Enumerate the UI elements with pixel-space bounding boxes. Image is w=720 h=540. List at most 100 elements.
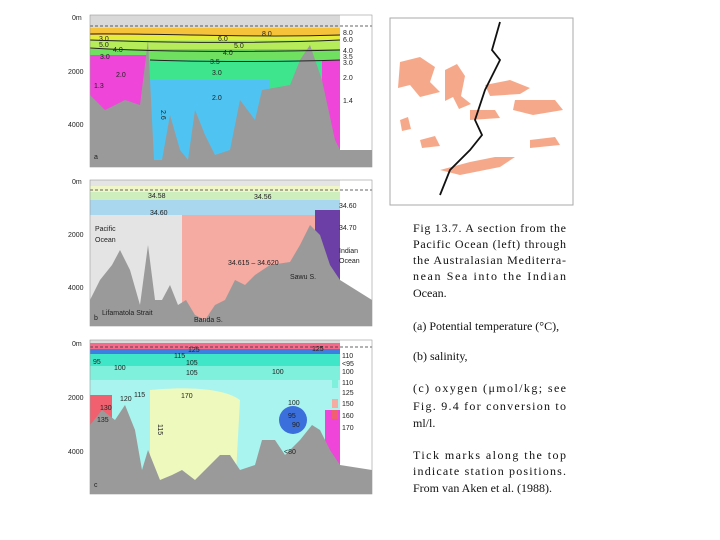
- band: [90, 349, 340, 354]
- contour-label: 120: [120, 396, 132, 403]
- right-label: 2.0: [343, 75, 353, 82]
- band: [90, 49, 340, 60]
- right-label: 125: [342, 390, 354, 397]
- depth-label: 4000: [68, 449, 84, 456]
- caption-line: Fig 13.7. A section from the: [413, 221, 566, 235]
- contour-label: 2.6: [159, 110, 166, 120]
- depth-label: 2000: [68, 395, 84, 402]
- caption-line: From van Aken et al. (1988).: [413, 481, 552, 495]
- band: [90, 343, 340, 349]
- island: [485, 80, 530, 96]
- swatch: [332, 410, 338, 419]
- contour-label: 6.0: [218, 36, 228, 43]
- place-label: Sawu S.: [290, 274, 316, 281]
- contour-label: 100: [272, 369, 284, 376]
- bathymetry: [90, 225, 372, 326]
- color-key: [332, 379, 338, 431]
- island: [445, 64, 471, 109]
- island: [420, 136, 440, 148]
- right-label: 3.0: [343, 60, 353, 67]
- panel-letter: c: [94, 482, 98, 489]
- contour-label: 130: [100, 405, 112, 412]
- depth-label: 0m: [72, 15, 82, 22]
- island: [530, 137, 560, 148]
- right-label: 170: [342, 425, 354, 432]
- right-label: 160: [342, 413, 354, 420]
- contour-label: 4.0: [113, 47, 123, 54]
- right-label: Indian: [339, 248, 358, 255]
- contour-label: 125: [312, 346, 324, 353]
- panel-a-labels: 0m 2000 4000 a 8.0 6.0 5.0 4.0 3.5 3.0 2…: [68, 15, 353, 161]
- contour-label: 34.58: [148, 193, 166, 200]
- island: [398, 57, 440, 97]
- place-label: Banda S.: [194, 317, 223, 324]
- caption-line: indicate station positions.: [413, 464, 566, 478]
- right-label: 8.0: [343, 30, 353, 37]
- island: [400, 117, 411, 131]
- place-label: Ocean: [95, 237, 116, 244]
- band: [279, 406, 307, 434]
- panel-letter: b: [94, 315, 98, 322]
- caption-line: (b) salinity,: [413, 349, 468, 363]
- contour-label: 5.0: [234, 43, 244, 50]
- depth-label: 0m: [72, 179, 82, 186]
- section-line: [439, 21, 502, 196]
- contour-label: 3.0: [212, 70, 222, 77]
- band: [90, 186, 340, 192]
- contour-label: 2.0: [116, 72, 126, 79]
- caption-line: Pacific Ocean (left) through: [413, 237, 566, 251]
- band: [90, 354, 340, 366]
- panel-border: [89, 179, 373, 327]
- contour-label: 100: [114, 365, 126, 372]
- right-label: 110: [342, 353, 353, 360]
- bathymetry: [90, 40, 372, 167]
- map: [389, 17, 574, 206]
- panel-border: [89, 339, 373, 495]
- swatch: [332, 389, 338, 398]
- panel-letter: a: [94, 154, 98, 161]
- contour-label: 105: [186, 360, 198, 367]
- island: [513, 100, 563, 115]
- contour-label: 90: [292, 422, 300, 429]
- caption-line: Tick marks along the top: [413, 448, 566, 462]
- band: [90, 35, 340, 40]
- right-label: 34.70: [339, 225, 357, 232]
- depth-label: 4000: [68, 122, 84, 129]
- panel-c: [90, 340, 372, 494]
- right-label: 4.0: [343, 48, 353, 55]
- island: [440, 157, 515, 175]
- contour-label: 3.0: [100, 54, 110, 61]
- contour-label: 34.60: [150, 210, 168, 217]
- contour-label: 170: [181, 393, 193, 400]
- swatch: [332, 422, 338, 431]
- caption-line: nean Sea into the Indian: [413, 269, 566, 283]
- contour-label: 3.5: [210, 59, 220, 66]
- right-label: 6.0: [343, 37, 353, 44]
- panel-border: [89, 14, 373, 168]
- contour: [90, 33, 341, 62]
- contour-label: <80: [284, 449, 296, 456]
- panel-b: [90, 180, 372, 326]
- band: [90, 200, 340, 215]
- contour-label: 125: [188, 347, 200, 354]
- place-label: Lifamatola Strait: [102, 310, 153, 317]
- contour-label: 3.0: [99, 36, 109, 43]
- contour-label: 115: [174, 353, 185, 360]
- contour-label: 135: [97, 417, 109, 424]
- contour-label: 34.615 – 34.620: [228, 260, 279, 267]
- contour-label: 34.56: [254, 194, 272, 201]
- contour-label: 2.0: [212, 95, 222, 102]
- place-label: Pacific: [95, 226, 116, 233]
- caption-line: Fig. 9.4 for conversion to: [413, 399, 566, 413]
- panel-b-labels: 0m 2000 4000 b 34.58 34.56 34.60 34.615 …: [68, 179, 360, 324]
- margin: [340, 15, 372, 167]
- right-label: 150: [342, 401, 354, 408]
- contour-label: 105: [186, 370, 198, 377]
- caption-line: (a) Potential temperature (°C),: [413, 319, 559, 333]
- depth-label: 2000: [68, 69, 84, 76]
- right-label: <95: [342, 361, 354, 368]
- caption-line: the Australasian Mediterra-: [413, 253, 566, 267]
- caption-line: (c) oxygen (μmol/kg; see: [413, 381, 566, 395]
- right-label: 1.4: [343, 98, 353, 105]
